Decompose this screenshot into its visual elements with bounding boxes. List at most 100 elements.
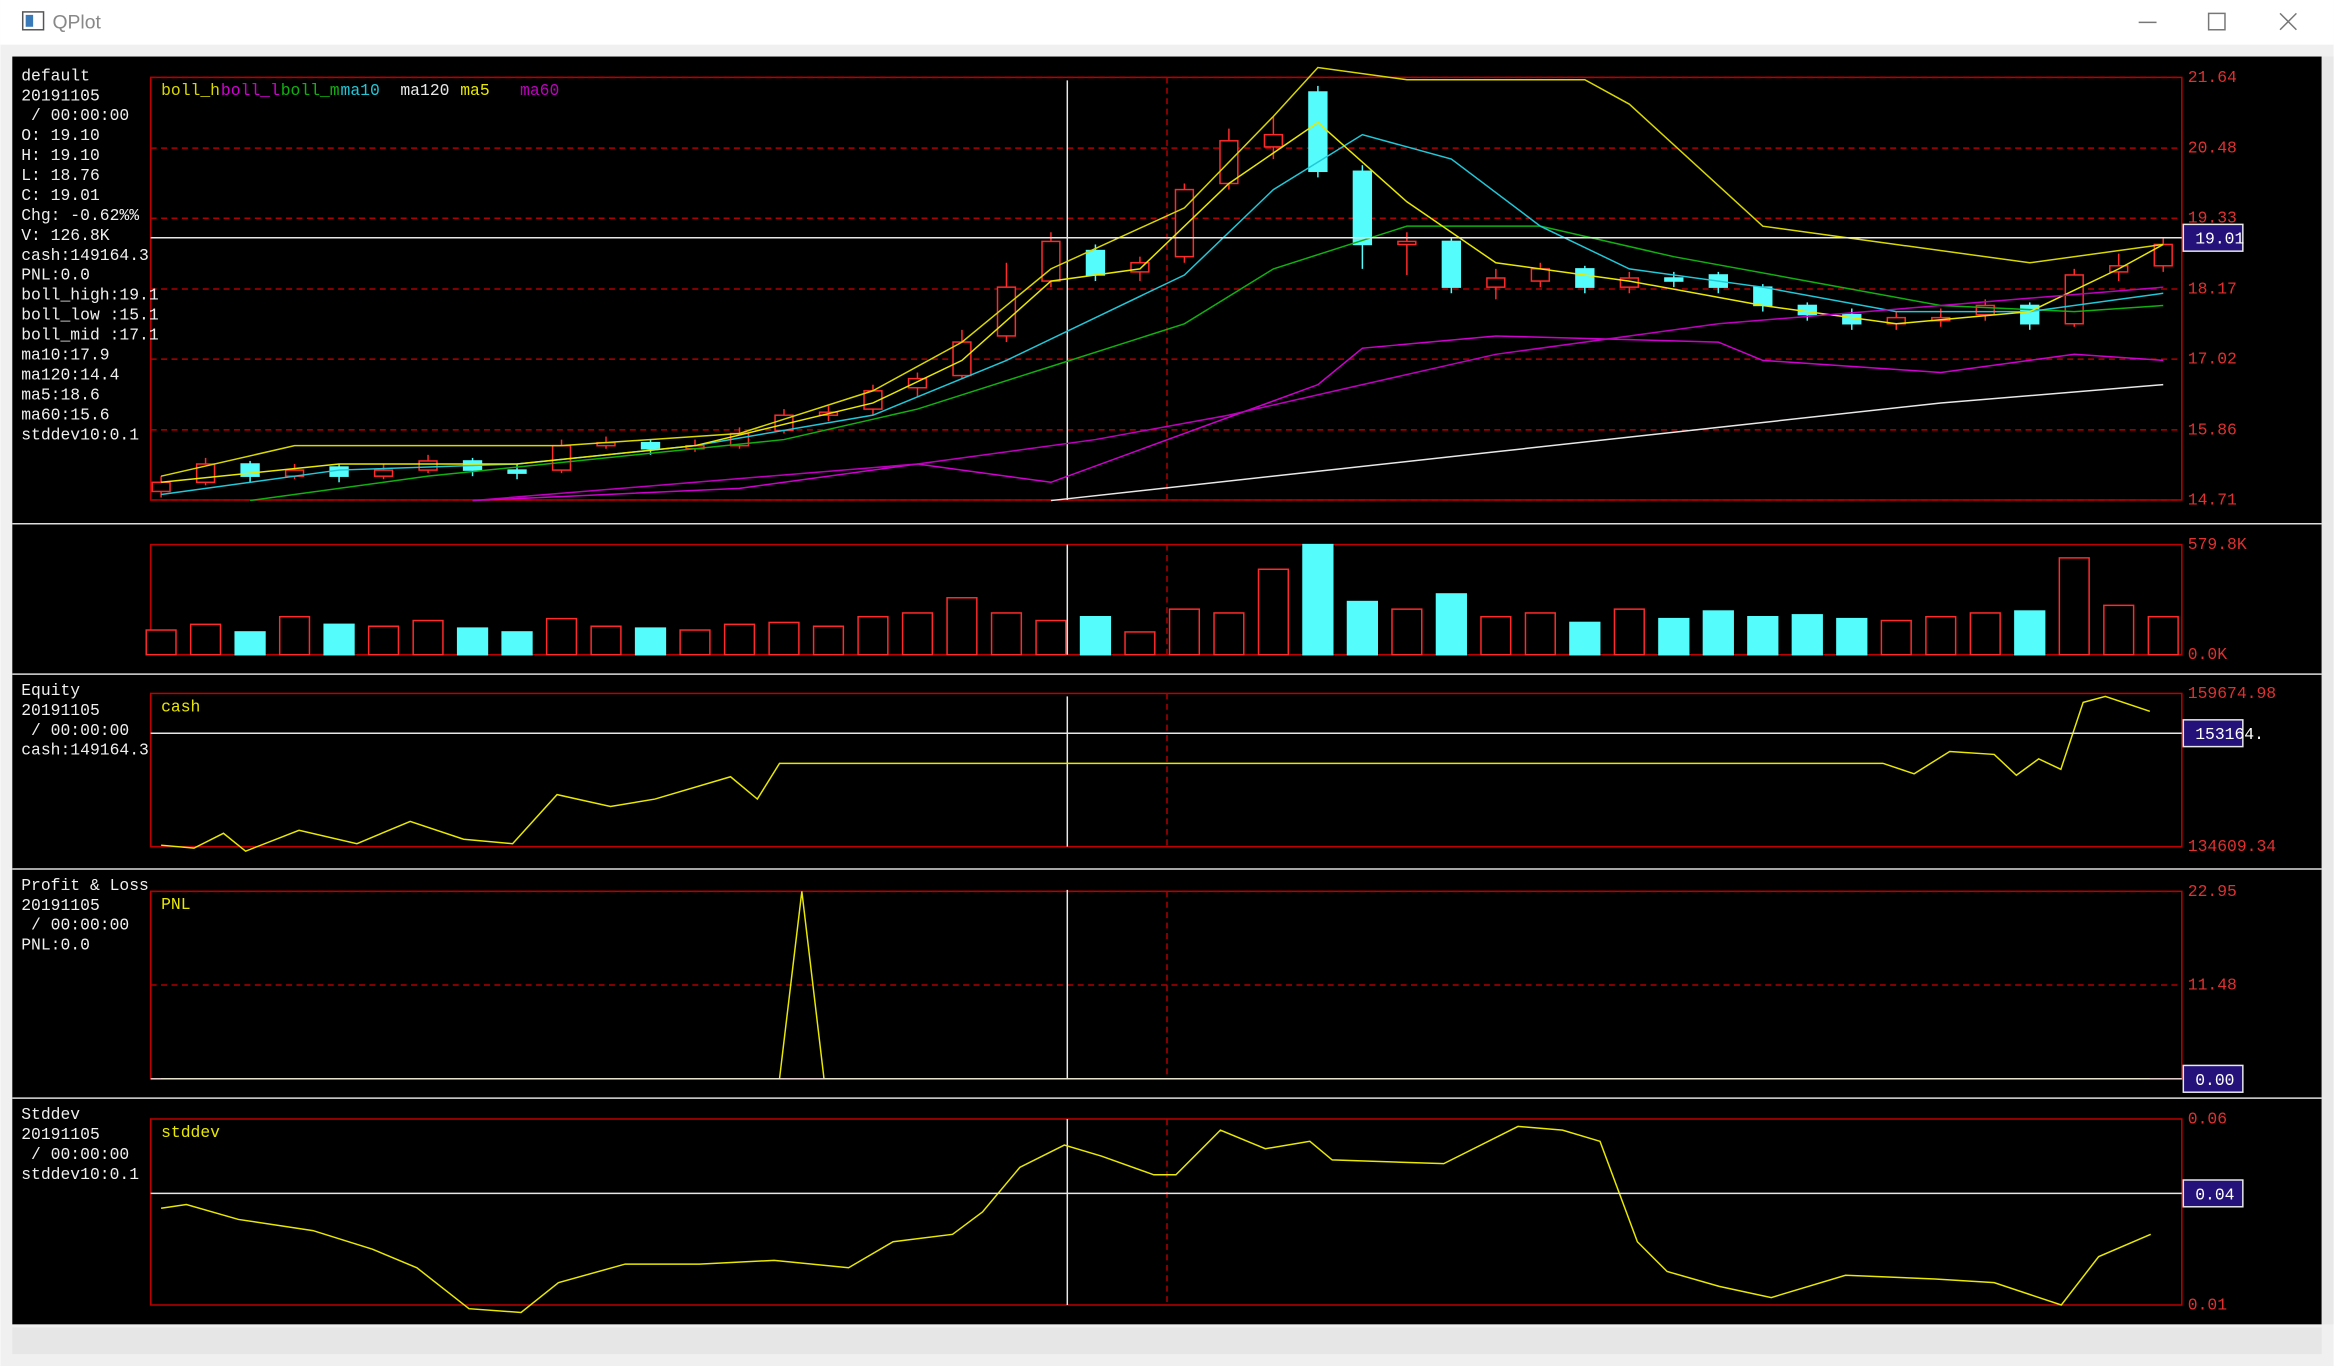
volume-bar [545, 617, 578, 656]
candle-body [1441, 240, 1462, 288]
legend-entry: PNL [161, 895, 190, 914]
candle-body [1130, 262, 1150, 273]
volume-bar [1524, 612, 1556, 656]
volume-bar [189, 623, 222, 656]
volume-bar [1880, 619, 1912, 656]
info-text: C: 19.01 [21, 186, 100, 205]
volume-bar [1124, 631, 1156, 656]
candle-body [1753, 286, 1773, 307]
y-tick-label: 159674.98 [2188, 684, 2276, 703]
info-text: boll_mid :17.1 [21, 326, 159, 345]
info-text: PNL:0.0 [21, 936, 90, 955]
volume-bar [278, 616, 311, 656]
volume-bar [145, 629, 177, 656]
y-tick-label: 19.33 [2188, 209, 2237, 228]
candle-body [1352, 170, 1373, 246]
cursor-box [2182, 223, 2244, 252]
y-tick-label: 15.86 [2188, 420, 2237, 439]
candle-body [2153, 243, 2173, 267]
volume-bar [367, 625, 400, 656]
info-text: / 00:00:00 [21, 721, 129, 740]
y-tick-label: 17.02 [2188, 350, 2237, 369]
volume-bar [2147, 616, 2179, 656]
y-tick-label: 20.48 [2188, 139, 2237, 158]
legend-entry: ma5 [460, 81, 489, 100]
candle-body [640, 441, 661, 450]
info-text: default [21, 66, 90, 85]
candle-body [2064, 274, 2084, 325]
volume-bar [323, 623, 355, 656]
cursor-box [2182, 1179, 2244, 1208]
volume-bar [1035, 619, 1067, 656]
candle-body [151, 481, 171, 493]
y-tick-label: 134609.34 [2188, 837, 2276, 856]
candle-body [1530, 268, 1551, 282]
volume-bar [1658, 617, 1690, 656]
candle-body [418, 460, 438, 471]
info-text: 20191105 [21, 86, 100, 105]
info-text: 20191105 [21, 896, 100, 915]
y-tick-label: 579.8K [2188, 535, 2247, 554]
volume-bar [1969, 612, 2001, 656]
info-text: Equity [21, 681, 80, 700]
volume-bar [768, 621, 800, 656]
title-bar [0, 0, 2334, 45]
info-text: stddev10:0.1 [21, 425, 139, 444]
right-strip [2321, 56, 2334, 1325]
close-button[interactable] [2279, 12, 2297, 31]
maximize-button[interactable] [2207, 12, 2226, 31]
volume-bar [1569, 621, 1601, 656]
cursor-box [2182, 1064, 2244, 1093]
legend-entry: boll_m [281, 81, 340, 100]
cursor-box [2182, 719, 2244, 748]
info-text: / 00:00:00 [21, 916, 129, 935]
volume-bar [501, 631, 533, 656]
info-text: stddev10:0.1 [21, 1165, 139, 1184]
info-text: PNL:0.0 [21, 266, 90, 285]
volume-bar [1302, 543, 1334, 656]
legend-entry: boll_h [161, 81, 220, 100]
candle-body [952, 341, 972, 377]
legend-entry: stddev [161, 1123, 220, 1142]
legend-entry: cash [161, 697, 200, 716]
cursor-label: 19.01 [2195, 230, 2244, 249]
info-text: Chg: -0.62%% [21, 206, 139, 225]
candle-body [1041, 240, 1061, 282]
info-text: ma60:15.6 [21, 405, 109, 424]
cursor-label: 0.00 [2195, 1071, 2234, 1090]
legend-entry: ma120 [400, 81, 449, 100]
y-tick-label: 14.71 [2188, 490, 2237, 509]
y-tick-label: 0.01 [2188, 1295, 2227, 1314]
candle-body [1174, 188, 1195, 258]
volume-bar [1702, 610, 1734, 656]
volume-bar [1747, 616, 1779, 656]
volume-bar [634, 627, 667, 656]
series-line [161, 695, 2151, 852]
series-line [472, 286, 2164, 502]
info-text: H: 19.10 [21, 146, 100, 165]
legend-entry: ma10 [341, 81, 380, 100]
volume-bar [1791, 614, 1823, 656]
scrollbar [12, 1327, 2322, 1355]
volume-bar [946, 597, 978, 656]
app-icon-fill [25, 14, 34, 27]
candle-body [1575, 268, 1595, 288]
candle-body [373, 469, 394, 477]
volume-bar [590, 625, 622, 656]
info-text: ma10:17.9 [21, 346, 109, 365]
info-text: Stddev [21, 1105, 80, 1124]
info-text: boll_high:19.1 [21, 286, 159, 305]
volume-bar [1925, 616, 1957, 656]
candle-body [1664, 277, 1684, 282]
volume-bar [857, 616, 889, 656]
volume-bar [1480, 616, 1512, 656]
candle-body [1486, 277, 1506, 288]
series-line [160, 1125, 2152, 1314]
series-line [249, 225, 2164, 502]
volume-bar [2058, 557, 2090, 656]
info-text: Profit & Loss [21, 876, 149, 895]
info-text: V: 126.8K [21, 226, 110, 245]
info-text: cash:149164.3 [21, 246, 149, 265]
